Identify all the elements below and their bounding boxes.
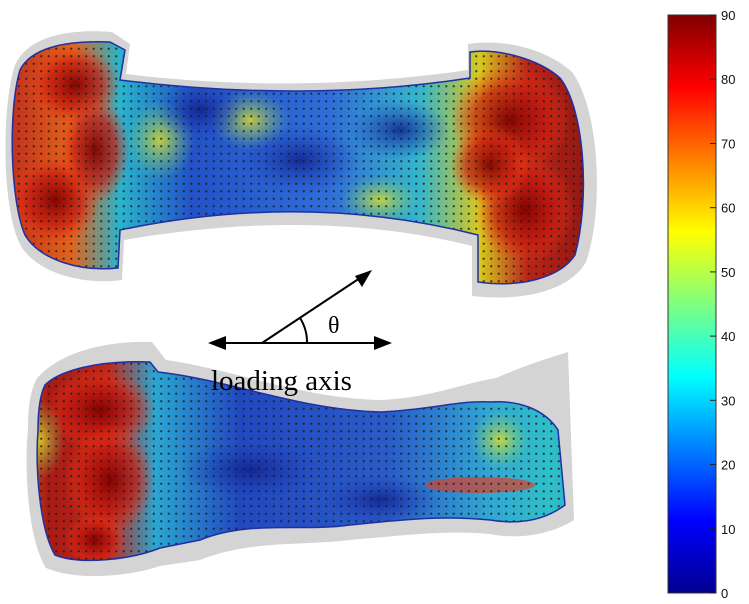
colorbar-tick-label: 20 [721,458,735,473]
angled-arrowhead-icon [355,270,372,287]
colorbar-tick-label: 80 [721,72,735,87]
angled-vector-line [261,275,364,344]
colorbar-tick-label: 50 [721,265,735,280]
left-arrowhead-icon [208,336,226,350]
top-specimen-outline [11,41,585,285]
loading-axis-label: loading axis [211,365,352,397]
colorbar-tick-label: 60 [721,201,735,216]
top-specimen [5,31,597,298]
colorbar-tick-label: 10 [721,522,735,537]
colorbar-tick-label: 30 [721,393,735,408]
loading-axis-diagram: θ loading axis [208,270,392,397]
colorbar-tick-label: 70 [721,136,735,151]
colorbar-tick-label: 40 [721,329,735,344]
bottom-specimen-outline [36,360,566,562]
bottom-specimen [26,341,575,577]
colorbar: 0 10 20 30 40 50 60 70 80 90 [667,8,735,601]
colorbar-tick-label: 90 [721,8,735,23]
colorbar-scale [667,14,717,594]
angle-arc [299,317,309,344]
colorbar-ticks: 0 10 20 30 40 50 60 70 80 90 [710,8,735,601]
colorbar-tick-label: 0 [721,586,728,601]
right-arrowhead-icon [374,336,392,350]
theta-symbol: θ [328,313,340,339]
